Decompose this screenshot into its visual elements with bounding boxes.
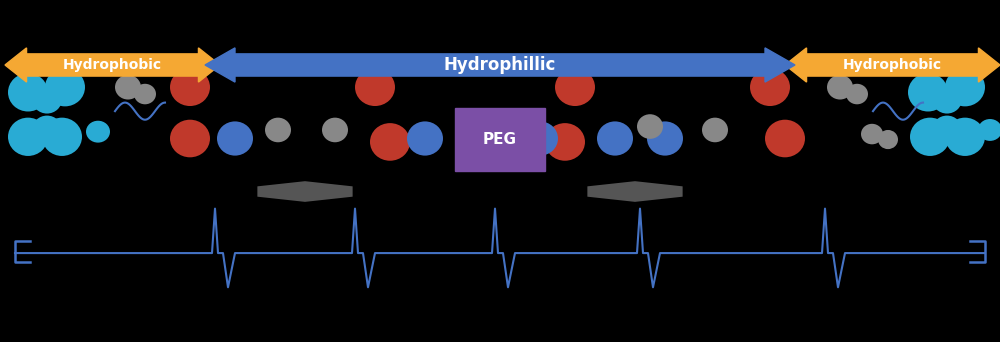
Polygon shape: [785, 48, 1000, 82]
Ellipse shape: [932, 85, 962, 114]
Ellipse shape: [945, 118, 985, 156]
Ellipse shape: [45, 68, 85, 106]
Ellipse shape: [217, 121, 253, 156]
Polygon shape: [257, 181, 353, 202]
Ellipse shape: [637, 114, 663, 139]
Ellipse shape: [765, 120, 805, 157]
Ellipse shape: [370, 123, 410, 161]
Ellipse shape: [322, 118, 348, 142]
Ellipse shape: [355, 68, 395, 106]
Ellipse shape: [475, 123, 515, 161]
Ellipse shape: [407, 121, 443, 156]
FancyBboxPatch shape: [455, 108, 545, 171]
Ellipse shape: [115, 75, 141, 100]
Ellipse shape: [86, 121, 110, 143]
Ellipse shape: [647, 121, 683, 156]
Polygon shape: [205, 48, 795, 82]
Ellipse shape: [32, 85, 62, 114]
Ellipse shape: [597, 121, 633, 156]
Ellipse shape: [8, 118, 48, 156]
Ellipse shape: [878, 130, 898, 149]
Text: Hydrophobic: Hydrophobic: [843, 58, 942, 72]
Ellipse shape: [978, 119, 1000, 141]
Ellipse shape: [265, 118, 291, 142]
Ellipse shape: [910, 118, 950, 156]
Ellipse shape: [42, 118, 82, 156]
Text: PEG: PEG: [483, 132, 517, 147]
Ellipse shape: [32, 116, 62, 144]
Ellipse shape: [555, 68, 595, 106]
Polygon shape: [5, 48, 220, 82]
Text: Hydrophobic: Hydrophobic: [63, 58, 162, 72]
Ellipse shape: [750, 68, 790, 106]
Text: Hydrophillic: Hydrophillic: [444, 56, 556, 74]
Ellipse shape: [522, 121, 558, 156]
Ellipse shape: [170, 68, 210, 106]
Ellipse shape: [8, 73, 48, 111]
Ellipse shape: [908, 73, 948, 111]
Ellipse shape: [545, 123, 585, 161]
Ellipse shape: [932, 116, 962, 144]
Ellipse shape: [702, 118, 728, 142]
Ellipse shape: [827, 75, 853, 100]
Ellipse shape: [846, 84, 868, 104]
Ellipse shape: [134, 84, 156, 104]
Ellipse shape: [945, 68, 985, 106]
Ellipse shape: [861, 124, 883, 144]
Ellipse shape: [170, 120, 210, 157]
Polygon shape: [587, 181, 683, 202]
